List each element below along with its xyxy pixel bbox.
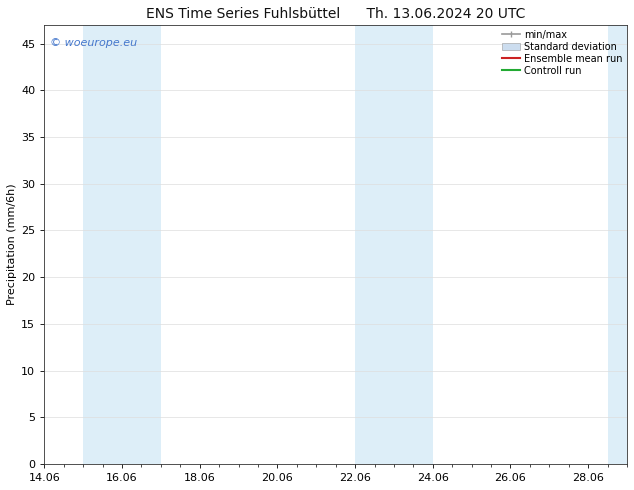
Text: © woeurope.eu: © woeurope.eu [50, 38, 137, 48]
Bar [355, 25, 433, 464]
Title: ENS Time Series Fuhlsbüttel      Th. 13.06.2024 20 UTC: ENS Time Series Fuhlsbüttel Th. 13.06.20… [146, 7, 526, 21]
Bar [607, 25, 627, 464]
Bar [83, 25, 161, 464]
Legend: min/max, Standard deviation, Ensemble mean run, Controll run: min/max, Standard deviation, Ensemble me… [500, 27, 625, 78]
Y-axis label: Precipitation (mm/6h): Precipitation (mm/6h) [7, 184, 17, 305]
